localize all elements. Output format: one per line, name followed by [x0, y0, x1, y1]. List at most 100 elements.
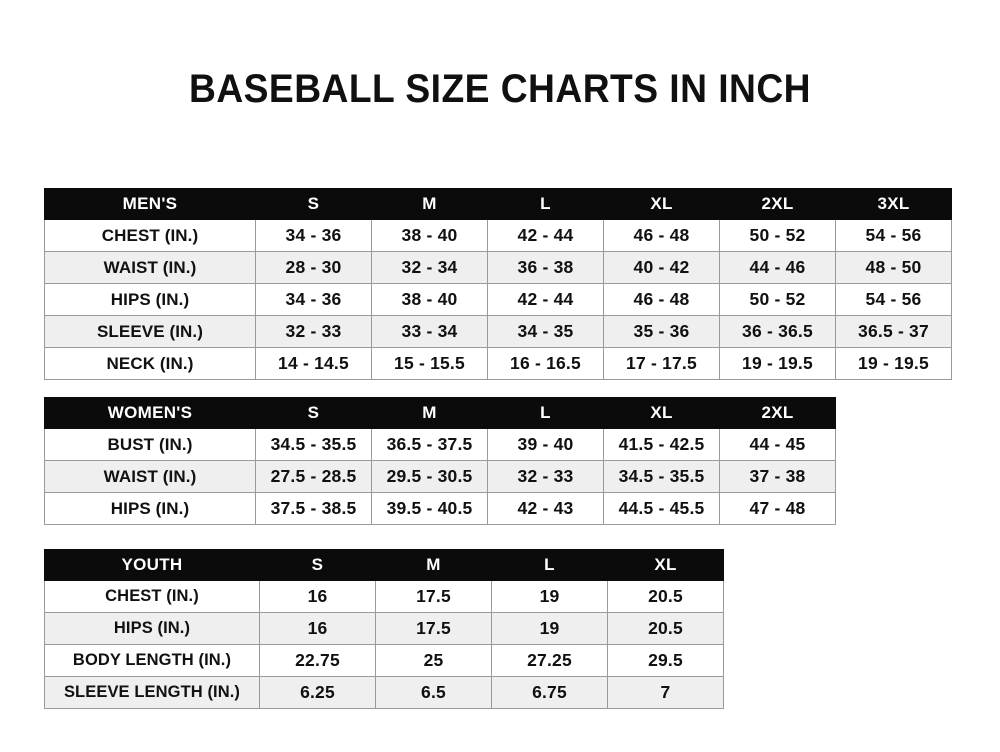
mens-measurement-cell: 40 - 42 [603, 251, 720, 284]
mens-measurement-cell: 35 - 36 [603, 315, 720, 348]
youth-header-row: YOUTH S M L XL [44, 549, 724, 581]
youth-measurement-cell: 6.5 [375, 676, 492, 709]
mens-size-table: MEN'S S M L XL 2XL 3XL CHEST (IN.) 34 - 36 38 - … [44, 188, 952, 380]
womens-row-label: WAIST (IN.) [44, 460, 256, 493]
mens-category-header: MEN'S [44, 188, 256, 220]
womens-size-table: WOMEN'S S M L XL 2XL BUST (IN.) 34.5 - 35.5 36.… [44, 397, 836, 525]
youth-measurement-cell: 16 [259, 580, 376, 613]
mens-measurement-cell: 46 - 48 [603, 283, 720, 316]
womens-size-header-m: M [371, 397, 488, 429]
womens-table-head: WOMEN'S S M L XL 2XL [44, 397, 836, 429]
womens-measurement-cell: 32 - 33 [487, 460, 604, 493]
table-row: SLEEVE LENGTH (IN.) 6.25 6.5 6.75 7 [44, 676, 724, 709]
youth-measurement-cell: 6.75 [491, 676, 608, 709]
mens-measurement-cell: 14 - 14.5 [255, 347, 372, 380]
womens-measurement-cell: 29.5 - 30.5 [371, 460, 488, 493]
mens-size-header-l: L [487, 188, 604, 220]
table-row: BODY LENGTH (IN.) 22.75 25 27.25 29.5 [44, 644, 724, 677]
womens-measurement-cell: 34.5 - 35.5 [603, 460, 720, 493]
youth-size-header-m: M [375, 549, 492, 581]
mens-measurement-cell: 44 - 46 [719, 251, 836, 284]
mens-size-header-xl: XL [603, 188, 720, 220]
youth-row-label: HIPS (IN.) [44, 612, 260, 645]
youth-measurement-cell: 20.5 [607, 580, 724, 613]
mens-measurement-cell: 36.5 - 37 [835, 315, 952, 348]
youth-measurement-cell: 20.5 [607, 612, 724, 645]
mens-measurement-cell: 34 - 36 [255, 283, 372, 316]
table-row: SLEEVE (IN.) 32 - 33 33 - 34 34 - 35 35 - 36… [44, 315, 952, 348]
youth-size-header-xl: XL [607, 549, 724, 581]
mens-row-label: CHEST (IN.) [44, 219, 256, 252]
mens-header-row: MEN'S S M L XL 2XL 3XL [44, 188, 952, 220]
youth-row-label: CHEST (IN.) [44, 580, 260, 613]
mens-row-label: SLEEVE (IN.) [44, 315, 256, 348]
mens-measurement-cell: 50 - 52 [719, 219, 836, 252]
mens-measurement-cell: 34 - 36 [255, 219, 372, 252]
mens-measurement-cell: 50 - 52 [719, 283, 836, 316]
womens-header-row: WOMEN'S S M L XL 2XL [44, 397, 836, 429]
mens-row-label: NECK (IN.) [44, 347, 256, 380]
mens-measurement-cell: 17 - 17.5 [603, 347, 720, 380]
mens-measurement-cell: 36 - 38 [487, 251, 604, 284]
youth-measurement-cell: 29.5 [607, 644, 724, 677]
womens-measurement-cell: 44.5 - 45.5 [603, 492, 720, 525]
table-row: HIPS (IN.) 16 17.5 19 20.5 [44, 612, 724, 645]
womens-measurement-cell: 41.5 - 42.5 [603, 428, 720, 461]
mens-measurement-cell: 33 - 34 [371, 315, 488, 348]
womens-measurement-cell: 47 - 48 [719, 492, 836, 525]
womens-measurement-cell: 27.5 - 28.5 [255, 460, 372, 493]
table-row: HIPS (IN.) 37.5 - 38.5 39.5 - 40.5 42 - 43 4… [44, 492, 836, 525]
mens-measurement-cell: 32 - 34 [371, 251, 488, 284]
womens-measurement-cell: 37 - 38 [719, 460, 836, 493]
youth-measurement-cell: 17.5 [375, 580, 492, 613]
mens-size-header-3xl: 3XL [835, 188, 952, 220]
womens-row-label: BUST (IN.) [44, 428, 256, 461]
mens-measurement-cell: 28 - 30 [255, 251, 372, 284]
youth-size-header-s: S [259, 549, 376, 581]
table-row: CHEST (IN.) 16 17.5 19 20.5 [44, 580, 724, 613]
mens-measurement-cell: 54 - 56 [835, 283, 952, 316]
mens-row-label: HIPS (IN.) [44, 283, 256, 316]
mens-size-header-2xl: 2XL [719, 188, 836, 220]
womens-measurement-cell: 44 - 45 [719, 428, 836, 461]
mens-size-header-m: M [371, 188, 488, 220]
youth-table-head: YOUTH S M L XL [44, 549, 724, 581]
womens-measurement-cell: 42 - 43 [487, 492, 604, 525]
mens-table-head: MEN'S S M L XL 2XL 3XL [44, 188, 952, 220]
womens-table-body: BUST (IN.) 34.5 - 35.5 36.5 - 37.5 39 - 40 4… [44, 428, 836, 525]
womens-measurement-cell: 36.5 - 37.5 [371, 428, 488, 461]
mens-measurement-cell: 19 - 19.5 [835, 347, 952, 380]
mens-measurement-cell: 19 - 19.5 [719, 347, 836, 380]
womens-category-header: WOMEN'S [44, 397, 256, 429]
youth-measurement-cell: 22.75 [259, 644, 376, 677]
youth-measurement-cell: 19 [491, 580, 608, 613]
youth-measurement-cell: 17.5 [375, 612, 492, 645]
table-row: HIPS (IN.) 34 - 36 38 - 40 42 - 44 46 - 48 50… [44, 283, 952, 316]
page-title: BASEBALL SIZE CHARTS IN INCH [188, 67, 812, 111]
mens-measurement-cell: 15 - 15.5 [371, 347, 488, 380]
youth-measurement-cell: 16 [259, 612, 376, 645]
youth-category-header: YOUTH [44, 549, 260, 581]
womens-measurement-cell: 39.5 - 40.5 [371, 492, 488, 525]
youth-row-label: SLEEVE LENGTH (IN.) [44, 676, 260, 709]
mens-measurement-cell: 42 - 44 [487, 219, 604, 252]
mens-measurement-cell: 46 - 48 [603, 219, 720, 252]
womens-measurement-cell: 39 - 40 [487, 428, 604, 461]
womens-size-header-xl: XL [603, 397, 720, 429]
womens-row-label: HIPS (IN.) [44, 492, 256, 525]
mens-measurement-cell: 34 - 35 [487, 315, 604, 348]
youth-size-table: YOUTH S M L XL CHEST (IN.) 16 17.5 19 20.5 HIPS (… [44, 549, 724, 709]
youth-table-body: CHEST (IN.) 16 17.5 19 20.5 HIPS (IN.) 16 17.5 1… [44, 580, 724, 709]
youth-measurement-cell: 7 [607, 676, 724, 709]
youth-measurement-cell: 19 [491, 612, 608, 645]
youth-measurement-cell: 25 [375, 644, 492, 677]
mens-measurement-cell: 38 - 40 [371, 219, 488, 252]
mens-measurement-cell: 42 - 44 [487, 283, 604, 316]
womens-measurement-cell: 34.5 - 35.5 [255, 428, 372, 461]
table-row: BUST (IN.) 34.5 - 35.5 36.5 - 37.5 39 - 40 4… [44, 428, 836, 461]
youth-measurement-cell: 27.25 [491, 644, 608, 677]
mens-table-body: CHEST (IN.) 34 - 36 38 - 40 42 - 44 46 - 48 5… [44, 219, 952, 380]
table-row: WAIST (IN.) 28 - 30 32 - 34 36 - 38 40 - 42 4… [44, 251, 952, 284]
youth-row-label: BODY LENGTH (IN.) [44, 644, 260, 677]
youth-size-header-l: L [491, 549, 608, 581]
